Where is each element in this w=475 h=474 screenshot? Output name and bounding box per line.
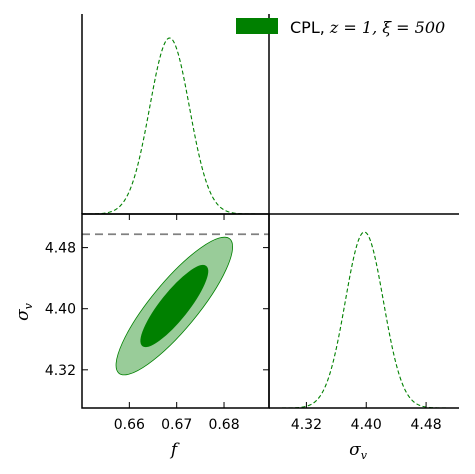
joint-panel: 4.32 4.40 4.48 0.66 0.67 0.68	[45, 213, 270, 433]
y-axis-label-sigma-v: σv	[13, 302, 35, 321]
x-tick-label-sigma-v: 4.32	[291, 417, 322, 433]
x-axis-label-f: f	[169, 440, 180, 460]
legend-label: CPL, z = 1, ξ = 500	[290, 18, 445, 37]
x-tick-label-sigma-v: 4.40	[351, 417, 382, 433]
y-tick-label: 4.48	[45, 241, 76, 257]
x-axis-label-sigma-v: σv	[349, 440, 368, 462]
marginal-sigma-v-panel: 4.32 4.40 4.48	[268, 213, 459, 433]
x-tick-label-f: 0.66	[114, 417, 145, 433]
x-tick-label-f: 0.67	[161, 417, 192, 433]
x-tick-label-f: 0.68	[208, 417, 239, 433]
confidence-region-inner	[140, 265, 209, 348]
marginal-f-curve	[82, 37, 269, 215]
legend: CPL, z = 1, ξ = 500	[236, 18, 445, 37]
x-tick-label-sigma-v: 4.48	[411, 417, 442, 433]
marginal-f-frame	[81, 14, 270, 215]
marginal-f-panel	[81, 14, 270, 215]
y-tick-label: 4.40	[45, 302, 76, 318]
marginal-sigma-v-curve	[269, 231, 459, 409]
y-tick-label: 4.32	[45, 363, 76, 379]
legend-swatch	[236, 18, 278, 34]
marginal-sigma-v-frame	[268, 213, 459, 409]
